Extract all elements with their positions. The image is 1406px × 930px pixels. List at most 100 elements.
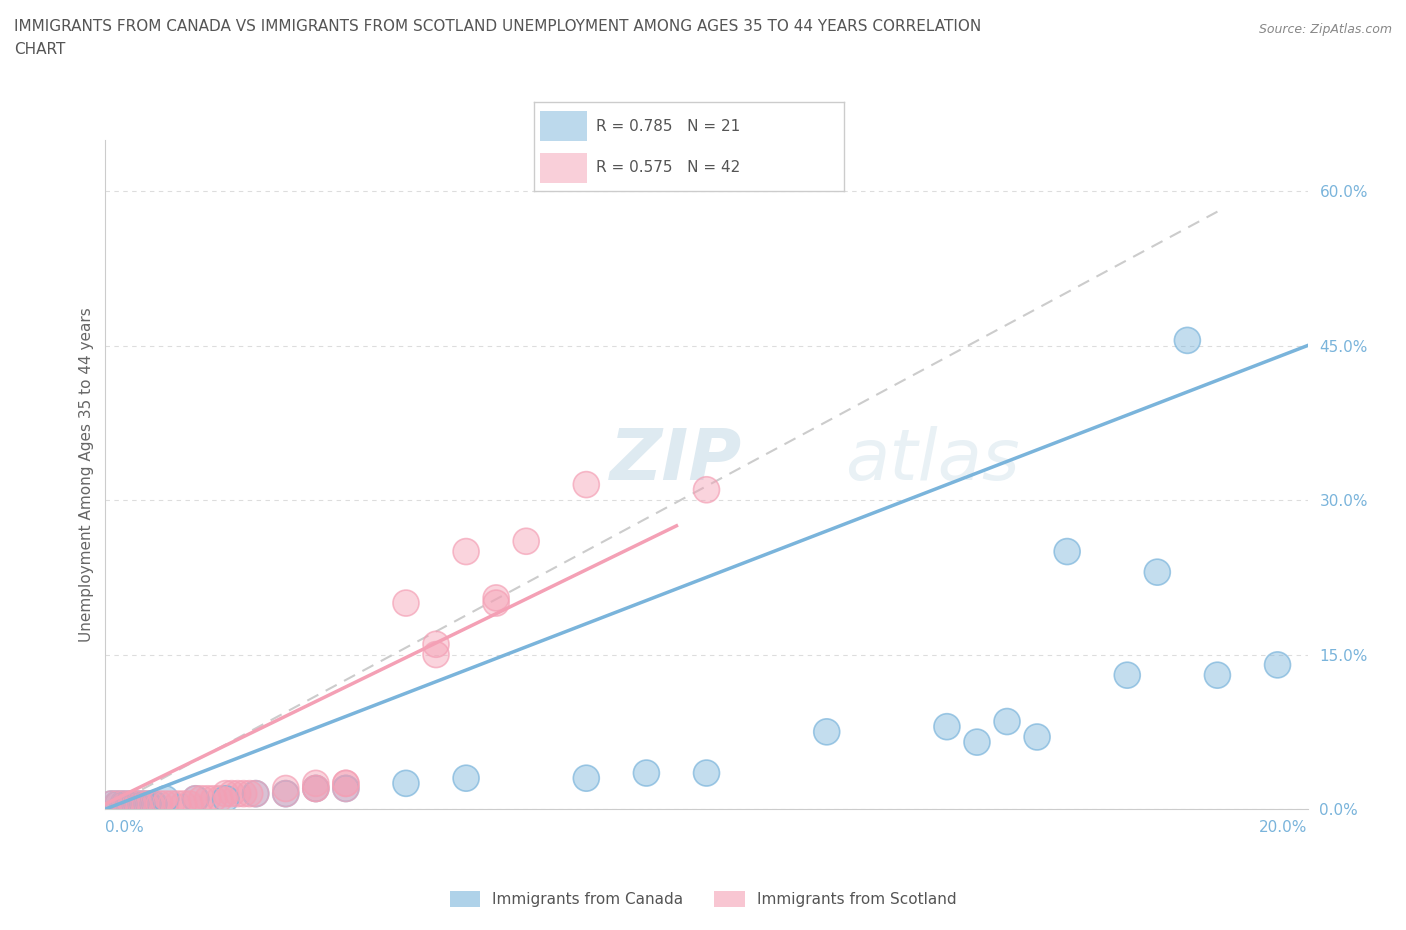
Point: [395, 776, 418, 790]
Point: [160, 796, 183, 811]
Point: [124, 796, 146, 811]
Point: [274, 781, 297, 796]
Point: [485, 591, 508, 605]
Point: [118, 796, 141, 811]
Point: [1175, 333, 1198, 348]
Point: [208, 791, 231, 806]
Text: CHART: CHART: [14, 42, 66, 57]
Point: [142, 796, 165, 811]
Point: [274, 786, 297, 801]
Point: [100, 796, 122, 811]
Point: [190, 791, 212, 806]
Point: [995, 714, 1018, 729]
Point: [335, 776, 357, 790]
Point: [184, 791, 207, 806]
Point: [208, 791, 231, 806]
Point: [239, 786, 262, 801]
Point: [184, 791, 207, 806]
Point: [454, 771, 477, 786]
Point: [1116, 668, 1139, 683]
Point: [155, 796, 177, 811]
Point: [335, 781, 357, 796]
Point: [107, 796, 129, 811]
Point: [148, 796, 170, 811]
Point: [131, 796, 153, 811]
Point: [575, 477, 598, 492]
Point: [454, 544, 477, 559]
Point: [815, 724, 838, 739]
Point: [1175, 333, 1198, 348]
Point: [696, 765, 718, 780]
Point: [112, 796, 135, 811]
Point: [155, 791, 177, 806]
Point: [1056, 544, 1078, 559]
Text: 0.0%: 0.0%: [105, 820, 145, 835]
Point: [179, 796, 201, 811]
Point: [966, 735, 988, 750]
Point: [454, 544, 477, 559]
Point: [335, 776, 357, 790]
Point: [966, 735, 988, 750]
FancyBboxPatch shape: [540, 112, 586, 141]
Point: [107, 796, 129, 811]
Point: [1267, 658, 1289, 672]
Point: [335, 776, 357, 790]
Y-axis label: Unemployment Among Ages 35 to 44 years: Unemployment Among Ages 35 to 44 years: [79, 307, 94, 642]
Point: [696, 483, 718, 498]
Point: [148, 796, 170, 811]
Point: [305, 781, 328, 796]
Point: [395, 595, 418, 610]
Point: [1146, 565, 1168, 579]
Point: [107, 796, 129, 811]
Point: [1267, 658, 1289, 672]
Point: [112, 796, 135, 811]
Point: [274, 781, 297, 796]
Point: [305, 781, 328, 796]
Text: IMMIGRANTS FROM CANADA VS IMMIGRANTS FROM SCOTLAND UNEMPLOYMENT AMONG AGES 35 TO: IMMIGRANTS FROM CANADA VS IMMIGRANTS FRO…: [14, 19, 981, 33]
Point: [131, 796, 153, 811]
Point: [485, 595, 508, 610]
Point: [575, 477, 598, 492]
Point: [335, 781, 357, 796]
Point: [166, 796, 188, 811]
Point: [515, 534, 537, 549]
Point: [124, 796, 146, 811]
Point: [112, 796, 135, 811]
Point: [274, 786, 297, 801]
Point: [136, 796, 159, 811]
Point: [305, 776, 328, 790]
Point: [197, 791, 219, 806]
Point: [425, 647, 447, 662]
Point: [214, 786, 236, 801]
Point: [232, 786, 254, 801]
Point: [118, 796, 141, 811]
Point: [184, 791, 207, 806]
Point: [305, 781, 328, 796]
Point: [136, 796, 159, 811]
Text: 20.0%: 20.0%: [1260, 820, 1308, 835]
Point: [166, 796, 188, 811]
Point: [142, 796, 165, 811]
Point: [136, 796, 159, 811]
Point: [131, 796, 153, 811]
Point: [118, 796, 141, 811]
Point: [232, 786, 254, 801]
Point: [335, 776, 357, 790]
Point: [214, 786, 236, 801]
Point: [274, 786, 297, 801]
Point: [696, 483, 718, 498]
Point: [335, 781, 357, 796]
Point: [245, 786, 267, 801]
Point: [1026, 729, 1049, 744]
Point: [936, 719, 959, 734]
Point: [226, 786, 249, 801]
Point: [190, 791, 212, 806]
Point: [179, 796, 201, 811]
Point: [136, 796, 159, 811]
Point: [202, 791, 225, 806]
Point: [636, 765, 658, 780]
Point: [131, 796, 153, 811]
Point: [335, 781, 357, 796]
Point: [124, 796, 146, 811]
Text: ZIP: ZIP: [610, 427, 742, 496]
